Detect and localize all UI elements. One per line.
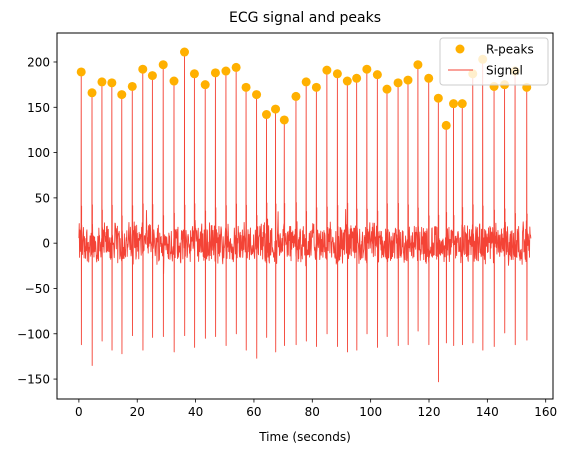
legend-box bbox=[439, 37, 549, 86]
y-tick-label: −50 bbox=[25, 282, 50, 296]
y-tick-label: 100 bbox=[27, 146, 50, 160]
signal-series bbox=[78, 51, 532, 383]
r-peak-point bbox=[403, 75, 413, 85]
r-peak-point bbox=[241, 82, 251, 92]
r-peak-point bbox=[210, 68, 220, 78]
r-peak-point bbox=[457, 99, 467, 109]
r-peak-point bbox=[158, 60, 168, 70]
x-tick-label: 0 bbox=[75, 405, 83, 419]
y-tick-label: 50 bbox=[35, 191, 50, 205]
x-tick-label: 20 bbox=[130, 405, 145, 419]
y-tick-label: −150 bbox=[17, 373, 50, 387]
r-peak-point bbox=[382, 84, 392, 94]
r-peak-point bbox=[252, 90, 262, 100]
y-tick-label: −100 bbox=[17, 327, 50, 341]
r-peak-point bbox=[76, 67, 86, 77]
r-peak-point bbox=[127, 81, 137, 91]
x-axis-label: Time (seconds) bbox=[258, 430, 351, 444]
legend-label-signal: Signal bbox=[486, 64, 523, 78]
x-tick-label: 40 bbox=[188, 405, 203, 419]
r-peak-point bbox=[279, 115, 289, 125]
y-tick-label: 200 bbox=[27, 55, 50, 69]
r-peak-point bbox=[352, 73, 362, 83]
plot-area bbox=[76, 47, 532, 383]
r-peak-point bbox=[261, 110, 271, 120]
r-peak-point bbox=[169, 76, 179, 86]
plot-frame bbox=[56, 32, 554, 400]
legend-marker-r-peaks bbox=[455, 44, 465, 54]
r-peak-point bbox=[147, 71, 157, 81]
r-peak-point bbox=[322, 65, 332, 75]
x-tick-label: 80 bbox=[305, 405, 320, 419]
r-peak-point bbox=[200, 80, 210, 90]
r-peak-point bbox=[441, 120, 451, 130]
r-peak-point bbox=[342, 76, 352, 86]
r-peak-point bbox=[362, 64, 372, 74]
y-tick-label: 150 bbox=[27, 101, 50, 115]
r-peak-point bbox=[372, 70, 382, 80]
legend-label-r-peaks: R-peaks bbox=[486, 43, 534, 57]
signal-line bbox=[78, 51, 532, 383]
r-peak-point bbox=[97, 77, 107, 87]
r-peak-point bbox=[271, 104, 281, 114]
r-peak-point bbox=[291, 91, 301, 101]
r-peak-point bbox=[221, 66, 231, 76]
x-tick-label: 100 bbox=[359, 405, 382, 419]
x-tick-label: 140 bbox=[476, 405, 499, 419]
r-peak-point bbox=[311, 82, 321, 92]
r-peak-point bbox=[424, 73, 434, 83]
r-peak-point bbox=[231, 62, 241, 72]
r-peak-point bbox=[301, 77, 311, 87]
r-peak-point bbox=[87, 88, 97, 98]
r-peak-point bbox=[189, 69, 199, 79]
x-tick-label: 160 bbox=[534, 405, 557, 419]
r-peaks-series bbox=[76, 47, 532, 130]
y-tick-label: 0 bbox=[42, 237, 50, 251]
r-peak-point bbox=[433, 93, 443, 103]
legend: R-peaks Signal bbox=[439, 37, 549, 86]
x-axis: 0 20 40 60 80 100 120 140 160 bbox=[75, 399, 557, 419]
r-peak-point bbox=[180, 47, 190, 57]
r-peak-point bbox=[393, 78, 403, 88]
r-peak-point bbox=[332, 69, 342, 79]
x-tick-label: 120 bbox=[418, 405, 441, 419]
chart-title: ECG signal and peaks bbox=[229, 10, 381, 26]
y-axis: −150 −100 −50 0 50 100 150 200 bbox=[17, 55, 57, 387]
r-peak-point bbox=[117, 90, 127, 100]
r-peak-point bbox=[138, 64, 148, 74]
r-peak-point bbox=[413, 60, 423, 70]
x-tick-label: 60 bbox=[246, 405, 261, 419]
r-peak-point bbox=[449, 99, 459, 109]
r-peak-point bbox=[107, 78, 117, 88]
